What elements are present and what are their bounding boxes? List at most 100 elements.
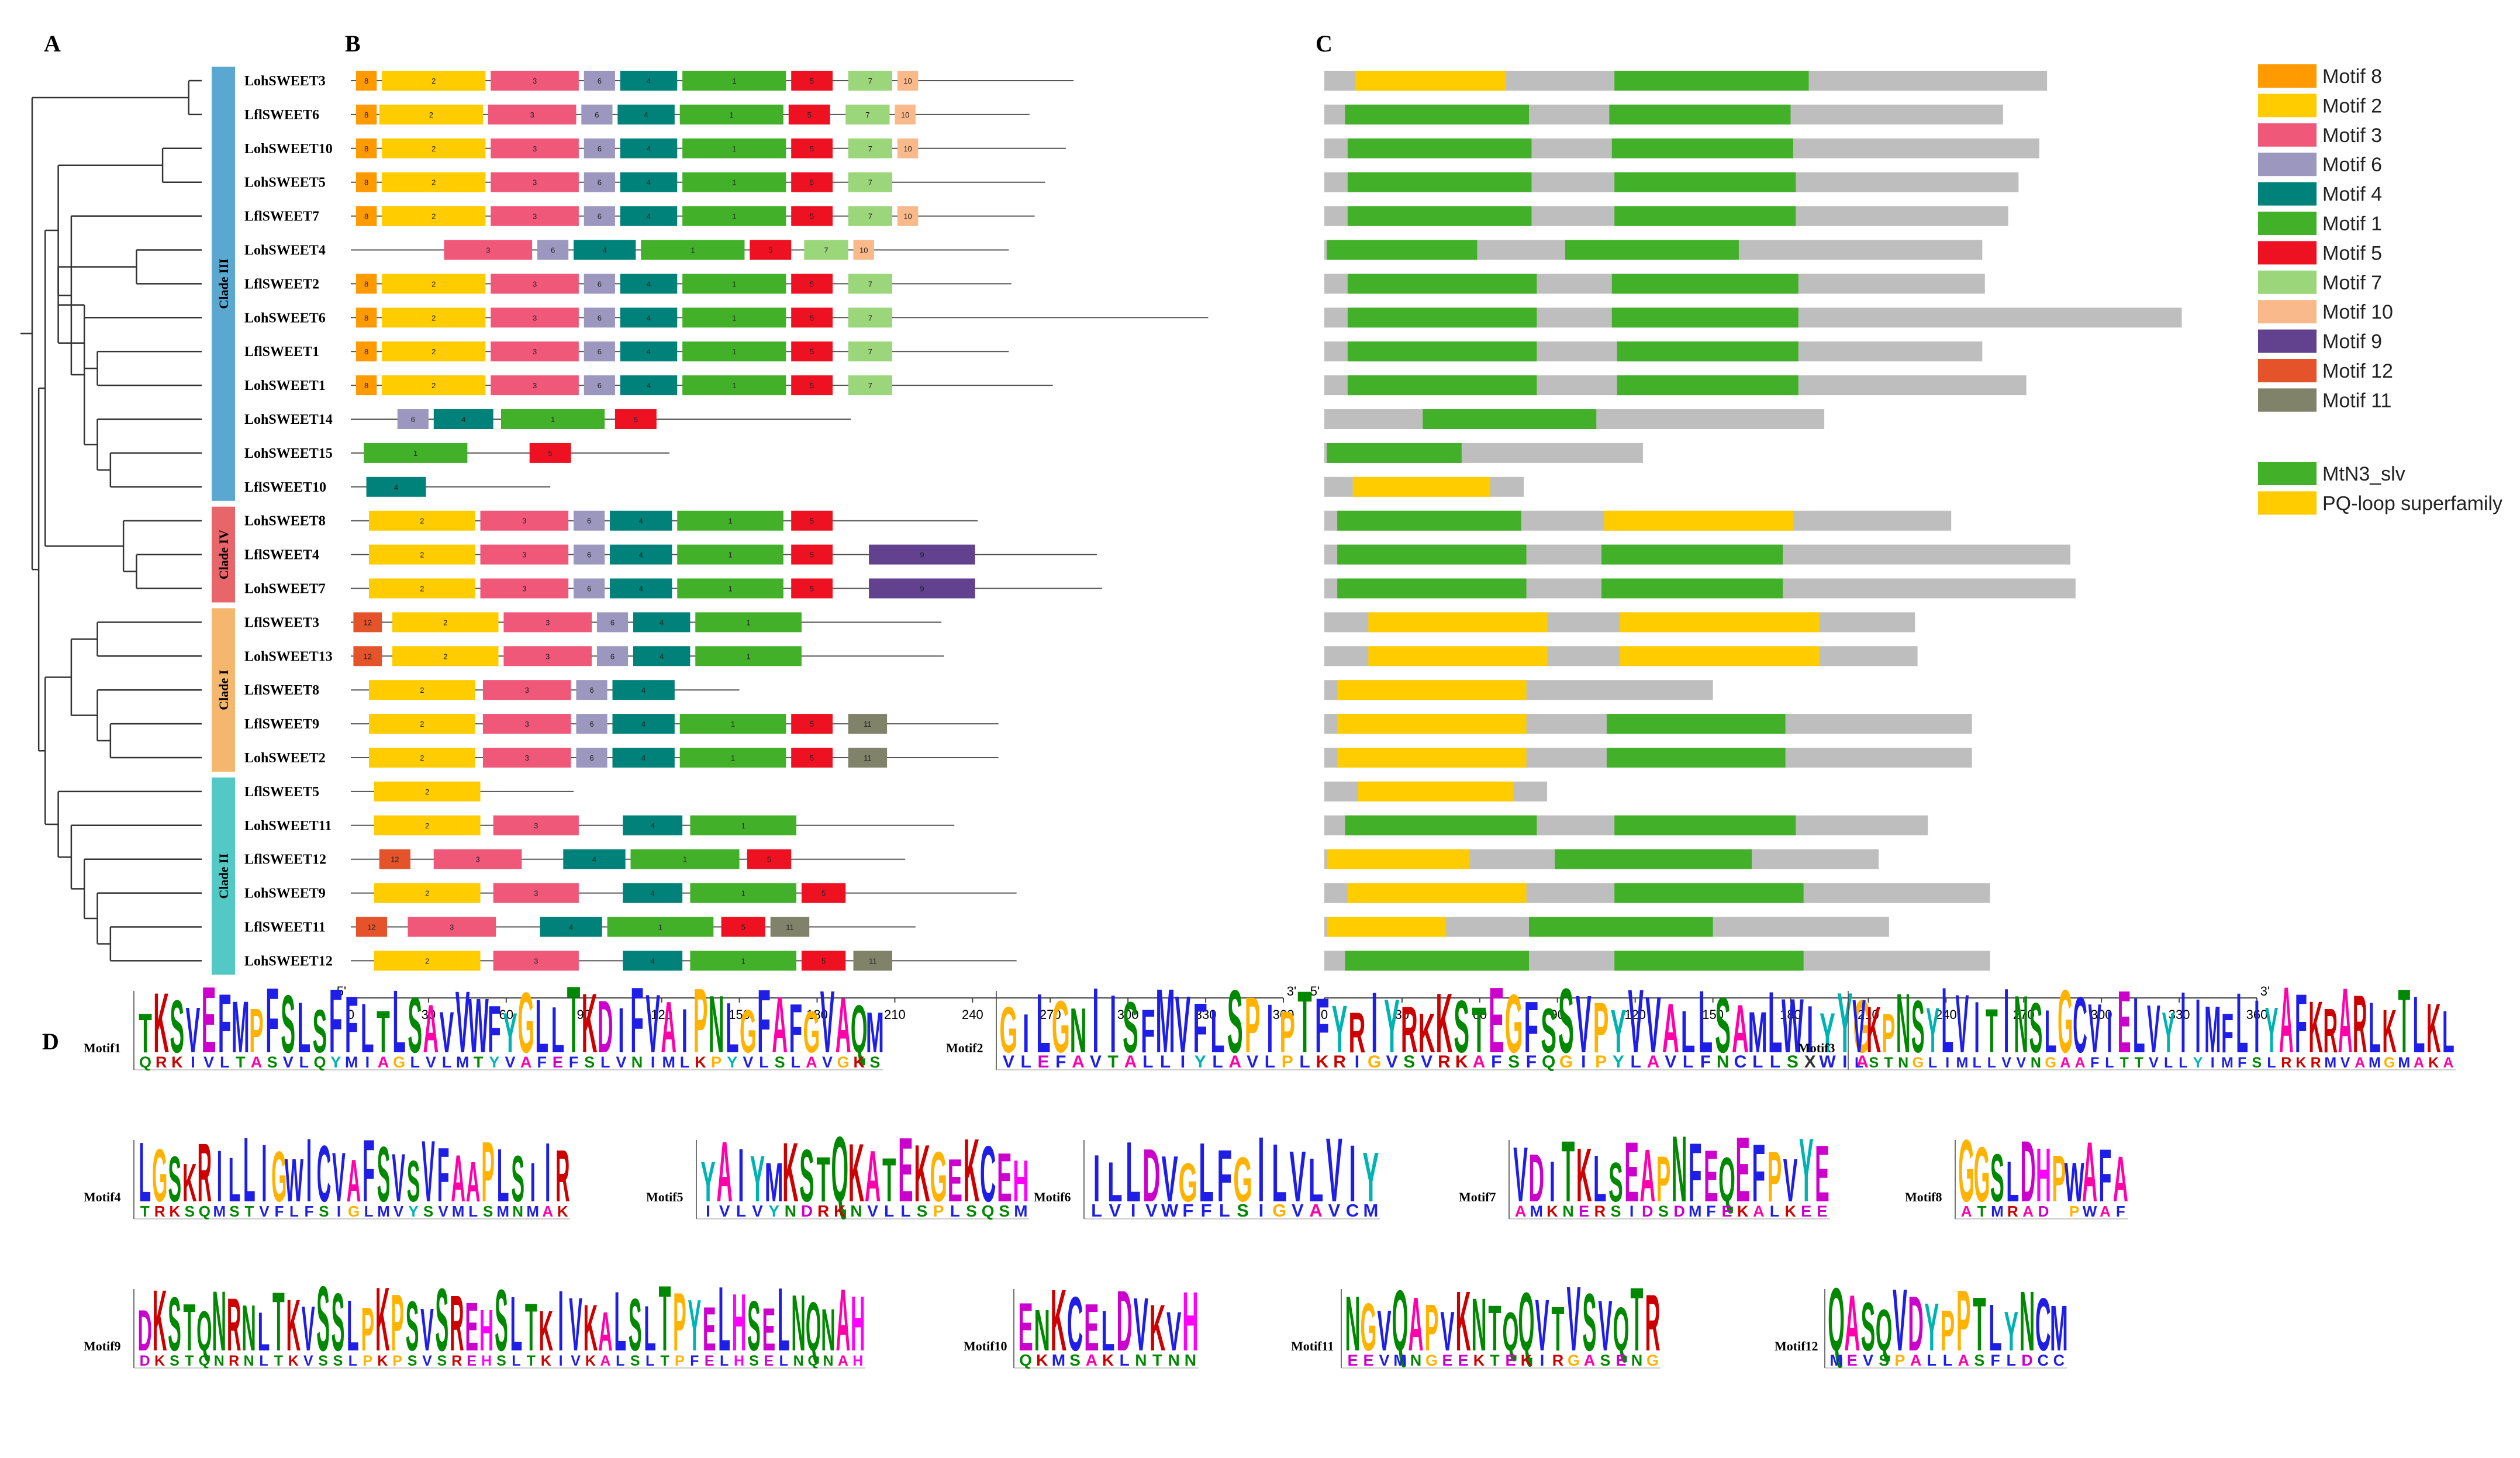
motif-box: 8 [355, 274, 377, 294]
logo-letter: P [249, 996, 264, 1066]
motif-box: 1 [607, 917, 714, 937]
motif-6-box [584, 172, 615, 192]
logo-letter-minor: M [1363, 1200, 1378, 1221]
mtn3-domain [1347, 138, 1532, 158]
motif-number: 3 [486, 246, 490, 255]
motif-7-box [848, 71, 892, 91]
logo-letter: L [778, 1269, 790, 1370]
logo-letter: V [1377, 1298, 1391, 1363]
motif-9-box [869, 578, 975, 599]
logo-letter-minor: E [1817, 1203, 1827, 1220]
mtn3-domain [1345, 815, 1537, 835]
motif-4-box [366, 476, 426, 497]
axis-tick-label: 210 [884, 1007, 906, 1022]
motif-number: 5 [767, 855, 771, 864]
gene-row: LohSWEET7 2 3 6 4 1 5 9 [244, 578, 1102, 599]
logo-letter-minor: S [775, 1053, 785, 1071]
logo-letter: F [345, 980, 358, 1070]
logo-letter-minor: E [467, 1353, 477, 1369]
logo-letter: V [302, 1294, 315, 1364]
logo-letter-minor: C [2037, 1352, 2049, 1369]
gene-row: LohSWEET11 2 3 4 1 [244, 815, 955, 835]
motif-box: 4 [620, 206, 678, 226]
axis-tick-label: 270 [1040, 1007, 1061, 1022]
motif-number: 4 [647, 381, 651, 390]
motif-box: 3 [433, 849, 522, 869]
motif-number: 5 [768, 246, 772, 255]
logo-letter-minor: A [1228, 1052, 1241, 1072]
logo-letter: F [757, 971, 771, 1072]
motif-number: 4 [461, 415, 465, 424]
logo-letter-minor: K [154, 1353, 165, 1369]
logo-letter: V [1598, 1286, 1612, 1366]
logo-letter: K [1051, 1272, 1066, 1370]
logo-letter: T [2398, 970, 2410, 1072]
motif-number: 12 [391, 855, 399, 864]
phylogenetic-tree [20, 80, 202, 962]
motif-number: 4 [641, 720, 645, 728]
logo-letter-minor: R [2281, 1055, 2291, 1071]
motif-box: 12 [353, 646, 382, 666]
logo-letter-minor: F [690, 1353, 699, 1369]
logo-letter-minor: V [571, 1353, 581, 1369]
motif-box: 3 [491, 375, 579, 396]
logo-letter-minor: V [2001, 1055, 2011, 1071]
motif-10-box [897, 206, 919, 226]
logo-letter-minor: N [1135, 1351, 1147, 1369]
motif-box: 5 [801, 951, 846, 971]
logo-letter: K [964, 1120, 979, 1221]
motif-number: 6 [598, 279, 602, 288]
motif-box: 4 [610, 510, 672, 531]
mtn3-domain [1345, 104, 1530, 125]
motif-number: 1 [741, 821, 745, 830]
logo-letter-minor: I [2211, 1055, 2215, 1071]
gene-name: LohSWEET11 [244, 818, 332, 834]
logo-letter-minor: S [318, 1353, 328, 1369]
logo-letter-minor: S [319, 1203, 329, 1220]
motif-6-box [584, 341, 615, 362]
motif-8-box [355, 274, 377, 294]
logo-letter-minor: L [1160, 1052, 1171, 1072]
motif-box: 5 [529, 443, 571, 463]
logo-letter-minor: C [1734, 1052, 1747, 1072]
logo-letter: A [466, 1150, 481, 1214]
motif-logo-letters: TQ KR SK VI EV FL MT PA FS SV LL SQ FY FM LI TA LG SL AV VL… [139, 966, 884, 1072]
domain-row [1324, 714, 1972, 734]
logo-letter-minor: K [171, 1053, 183, 1071]
logo-letter: I [530, 1152, 535, 1214]
motif-box: 2 [382, 274, 486, 294]
logo-letter-minor: S [1879, 1352, 1889, 1369]
logo-letter-minor: C [2053, 1352, 2065, 1369]
logo-letter: K [538, 1300, 553, 1363]
logo-letter: F [1752, 1127, 1766, 1219]
logo-letter: S [1541, 997, 1556, 1066]
motif-3-box [408, 917, 496, 937]
motif-logo: Motif1 TQ KR SK VI EV FL MT PA FS SV LL SQ FY FM LI TA LG… [84, 966, 884, 1072]
motif-number: 1 [732, 212, 736, 221]
logo-letter-minor: E [1722, 1203, 1732, 1220]
logo-letter: L [2045, 998, 2057, 1066]
gene-name: LohSWEET7 [244, 582, 326, 597]
logo-letter-minor: F [1055, 1052, 1066, 1072]
logo-letter: K [153, 1272, 167, 1369]
logo-letter-minor: X [1804, 1052, 1816, 1072]
motif-box: 5 [791, 172, 833, 192]
logo-letter: L [228, 1145, 240, 1215]
motif-number: 10 [903, 77, 912, 85]
motif-box: 12 [355, 917, 388, 937]
logo-letter-minor: A [251, 1053, 263, 1071]
logo-letter-minor: F [1700, 1052, 1711, 1072]
domain-row [1324, 849, 1879, 869]
motif-number: 7 [868, 178, 872, 187]
motif-2-box [382, 308, 486, 328]
motif-box: 11 [770, 917, 810, 937]
pq-domain [1337, 714, 1527, 734]
logo-letter-minor: I [191, 1053, 195, 1071]
logo-letter: Y [1384, 984, 1400, 1069]
logo-letter: P [1956, 1272, 1971, 1369]
logo-letter: T [1472, 994, 1486, 1066]
logo-letter: S [511, 1142, 524, 1216]
mtn3-domain [1347, 274, 1537, 294]
motif-number: 2 [431, 77, 436, 85]
motif-number: 2 [425, 889, 429, 898]
